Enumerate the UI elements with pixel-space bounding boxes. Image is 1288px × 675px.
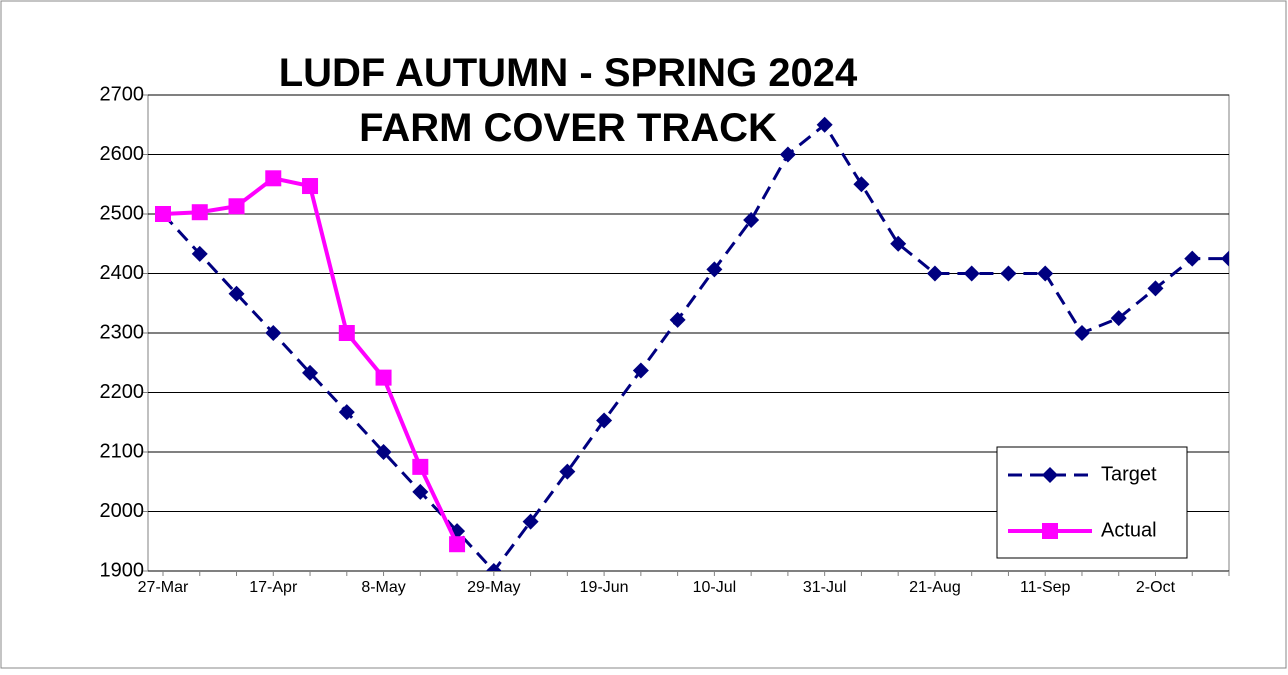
marker <box>559 463 576 480</box>
marker <box>191 204 208 221</box>
y-tick-label: 2300 <box>100 321 145 343</box>
marker <box>302 178 319 195</box>
marker <box>1037 265 1054 282</box>
marker <box>191 245 208 262</box>
marker <box>155 206 171 222</box>
marker <box>412 483 429 500</box>
marker <box>375 444 392 460</box>
y-tick-label: 2200 <box>100 381 145 403</box>
y-tick-label: 2500 <box>100 202 145 224</box>
marker <box>632 362 649 379</box>
x-tick-label: 29-May <box>467 579 520 596</box>
marker <box>1000 265 1017 282</box>
y-tick-label: 2400 <box>100 262 145 284</box>
y-tick-label: 1900 <box>100 559 145 581</box>
marker <box>853 176 870 193</box>
marker <box>449 536 466 553</box>
marker <box>375 369 392 386</box>
marker <box>228 285 245 302</box>
x-tick-label: 2-Oct <box>1136 579 1176 596</box>
marker <box>412 458 429 475</box>
legend <box>996 446 1188 559</box>
marker <box>302 364 319 381</box>
x-tick-label: 27-Mar <box>138 579 189 596</box>
x-tick-label: 31-Jul <box>803 579 847 596</box>
x-tick-label: 10-Jul <box>693 579 737 596</box>
x-tick-label: 19-Jun <box>580 579 629 596</box>
legend-marker <box>1042 467 1058 483</box>
marker <box>706 261 723 278</box>
x-tick-label: 21-Aug <box>909 579 961 596</box>
y-tick-label: 2100 <box>100 440 145 462</box>
legend-label: Target <box>1101 463 1157 485</box>
x-tick-label: 17-Apr <box>249 579 298 596</box>
marker <box>779 146 796 163</box>
marker <box>963 265 980 282</box>
marker <box>1110 310 1127 327</box>
marker <box>1073 325 1090 341</box>
marker <box>926 265 943 282</box>
marker <box>265 325 282 341</box>
marker <box>1221 250 1229 267</box>
marker <box>265 170 282 187</box>
x-tick-label: 11-Sep <box>1020 579 1071 596</box>
marker <box>338 325 355 341</box>
legend-label: Actual <box>1101 519 1157 541</box>
x-tick-label: 8-May <box>361 579 405 596</box>
marker <box>890 235 907 252</box>
marker <box>743 211 760 228</box>
legend-marker <box>1042 523 1058 539</box>
marker <box>1147 280 1164 297</box>
marker <box>1184 250 1201 267</box>
chart-title: LUDF AUTUMN - SPRING 2024 FARM COVER TRAC… <box>279 51 858 150</box>
y-tick-label: 2000 <box>100 500 145 522</box>
series-line <box>161 122 1229 571</box>
y-tick-label: 2600 <box>100 143 145 165</box>
marker <box>485 563 502 571</box>
marker <box>228 198 245 215</box>
marker <box>522 513 539 530</box>
marker <box>669 311 686 328</box>
y-tick-label: 2700 <box>100 83 145 105</box>
marker <box>816 116 833 133</box>
marker <box>596 412 613 429</box>
marker <box>338 404 355 421</box>
